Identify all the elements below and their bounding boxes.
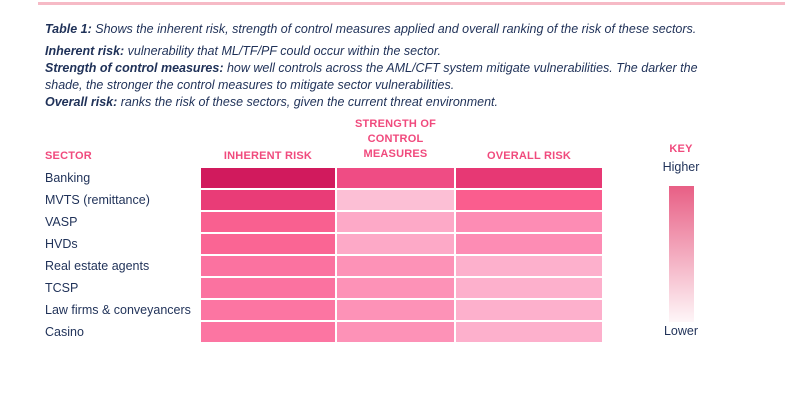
inherent-risk-cell bbox=[201, 300, 335, 320]
table-row: TCSP bbox=[45, 278, 602, 298]
key-lower-label: Lower bbox=[663, 324, 699, 338]
strength-risk-cell bbox=[337, 212, 454, 232]
table-caption-lead: Table 1: bbox=[45, 21, 92, 36]
sector-label: HVDs bbox=[45, 237, 78, 251]
strength-risk-cell bbox=[337, 278, 454, 298]
strength-risk-cell bbox=[337, 190, 454, 210]
table-row: Law firms & conveyancers bbox=[45, 300, 602, 320]
table-row: Real estate agents bbox=[45, 256, 602, 276]
sector-label: Real estate agents bbox=[45, 259, 150, 273]
overall-risk-cell bbox=[456, 190, 602, 210]
inherent-risk-cell bbox=[201, 212, 335, 232]
overall-risk-cell bbox=[456, 168, 602, 188]
inherent-risk-cell bbox=[201, 322, 335, 342]
table-caption-text: Shows the inherent risk, strength of con… bbox=[91, 21, 697, 36]
overall-risk-cell bbox=[456, 256, 602, 276]
definition-term: Strength of control measures: bbox=[45, 61, 224, 75]
sector-label: TCSP bbox=[45, 281, 79, 295]
table-row: Casino bbox=[45, 322, 602, 342]
strength-risk-cell bbox=[337, 256, 454, 276]
definition-inherent-risk: Inherent risk: vulnerability that ML/TF/… bbox=[45, 43, 705, 60]
column-header-inherent-risk: INHERENT RISK bbox=[223, 150, 313, 162]
overall-risk-cell bbox=[456, 300, 602, 320]
strength-risk-cell bbox=[337, 168, 454, 188]
strength-risk-cell bbox=[337, 234, 454, 254]
risk-table: Banking MVTS (remittance) VASP HVDs Real est… bbox=[45, 168, 602, 344]
top-rule bbox=[38, 2, 785, 5]
overall-risk-cell bbox=[456, 278, 602, 298]
inherent-risk-cell bbox=[201, 190, 335, 210]
sector-label: Law firms & conveyancers bbox=[45, 303, 191, 317]
overall-risk-cell bbox=[456, 234, 602, 254]
key-gradient-bar bbox=[669, 186, 694, 322]
strength-risk-cell bbox=[337, 300, 454, 320]
sector-label: Casino bbox=[45, 325, 84, 339]
definition-text: vulnerability that ML/TF/PF could occur … bbox=[124, 44, 441, 58]
key-title: KEY bbox=[669, 143, 693, 155]
inherent-risk-cell bbox=[201, 168, 335, 188]
sector-label: VASP bbox=[45, 215, 78, 229]
overall-risk-cell bbox=[456, 212, 602, 232]
sector-label: MVTS (remittance) bbox=[45, 193, 150, 207]
definition-text: how well controls across the AML/CFT sys… bbox=[45, 61, 698, 92]
table-row: Banking bbox=[45, 168, 602, 188]
key-higher-label: Higher bbox=[662, 160, 700, 174]
definition-term: Overall risk: bbox=[45, 95, 118, 109]
column-header-strength-of-control-measures: STRENGTH OF CONTROL MEASURES bbox=[354, 118, 437, 160]
inherent-risk-cell bbox=[201, 256, 335, 276]
table-caption: Table 1: Shows the inherent risk, streng… bbox=[45, 21, 760, 38]
table-row: MVTS (remittance) bbox=[45, 190, 602, 210]
sector-label: Banking bbox=[45, 171, 91, 185]
definition-term: Inherent risk: bbox=[45, 44, 125, 58]
inherent-risk-cell bbox=[201, 278, 335, 298]
column-header-sector: SECTOR bbox=[45, 150, 92, 162]
table-row: VASP bbox=[45, 212, 602, 232]
definition-text: ranks the risk of these sectors, given t… bbox=[117, 95, 499, 109]
column-header-overall-risk: OVERALL RISK bbox=[486, 150, 572, 162]
definitions-block: Inherent risk: vulnerability that ML/TF/… bbox=[45, 43, 705, 111]
definition-strength-of-controls: Strength of control measures: how well c… bbox=[45, 60, 705, 94]
inherent-risk-cell bbox=[201, 234, 335, 254]
definition-overall-risk: Overall risk: ranks the risk of these se… bbox=[45, 94, 705, 111]
strength-risk-cell bbox=[337, 322, 454, 342]
table-row: HVDs bbox=[45, 234, 602, 254]
overall-risk-cell bbox=[456, 322, 602, 342]
